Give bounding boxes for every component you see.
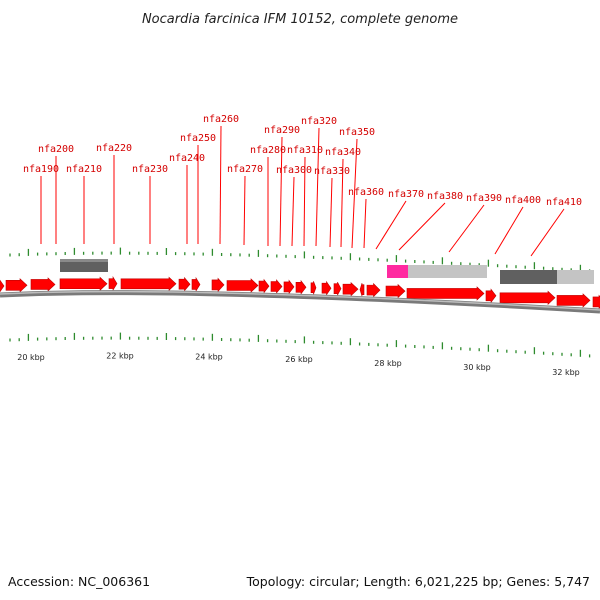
gene-label: nfa220 xyxy=(96,143,132,154)
scale-label: 28 kbp xyxy=(374,359,402,368)
leader-line xyxy=(398,202,446,251)
gene-arrow xyxy=(178,276,191,292)
gene-arrow xyxy=(226,278,259,293)
feature-block-pink xyxy=(387,265,408,278)
leader-line xyxy=(494,206,524,255)
leader-line xyxy=(375,200,407,250)
gene-arrow xyxy=(385,283,406,299)
leader-line xyxy=(448,204,485,253)
gene-label: nfa300 xyxy=(276,165,312,176)
feature-block-dark-2 xyxy=(500,270,557,284)
gene-leader-lines xyxy=(40,125,565,257)
feature-block-light xyxy=(387,265,487,278)
gene-label: nfa200 xyxy=(38,144,74,155)
gene-label: nfa190 xyxy=(23,164,59,175)
gene-arrow xyxy=(108,276,118,292)
gene-label: nfa370 xyxy=(388,189,424,200)
gene-arrow xyxy=(283,279,295,295)
feature-blocks xyxy=(60,259,594,284)
gene-arrow xyxy=(191,276,201,292)
scale-label: 24 kbp xyxy=(195,353,223,362)
gene-label: nfa280 xyxy=(250,145,286,156)
scale-label: 32 kbp xyxy=(552,368,580,377)
leader-line xyxy=(303,156,306,247)
gene-arrow xyxy=(295,279,307,295)
gene-label: nfa240 xyxy=(169,153,205,164)
upper-tick-marks xyxy=(9,247,591,273)
gene-arrow xyxy=(310,281,317,295)
gene-arrow xyxy=(30,277,56,292)
leader-line xyxy=(279,136,283,247)
gene-arrows xyxy=(0,276,600,310)
gene-label: nfa210 xyxy=(66,164,102,175)
scale-label: 30 kbp xyxy=(463,363,491,372)
gene-label: nfa270 xyxy=(227,164,263,175)
gene-label: nfa410 xyxy=(546,197,582,208)
backbone-highlight xyxy=(0,290,600,311)
gene-arrow xyxy=(366,282,381,298)
gene-label: nfa350 xyxy=(339,127,375,138)
gene-arrow xyxy=(485,288,497,304)
gene-arrow xyxy=(0,279,5,293)
gene-arrow xyxy=(321,280,332,296)
leader-line xyxy=(340,158,344,248)
gene-arrow xyxy=(406,286,485,301)
gene-label: nfa360 xyxy=(348,187,384,198)
gene-label: nfa330 xyxy=(314,166,350,177)
gene-arrow xyxy=(5,278,28,293)
feature-block-dark xyxy=(60,259,108,272)
gene-arrow xyxy=(592,294,600,310)
gene-label: nfa380 xyxy=(427,191,463,202)
accession-text: Accession: NC_006361 xyxy=(8,574,150,589)
genome-backbone xyxy=(0,290,600,314)
gene-label: nfa250 xyxy=(180,133,216,144)
gene-label: nfa260 xyxy=(203,114,239,125)
gene-arrow xyxy=(59,276,108,291)
leader-line xyxy=(351,138,358,249)
leader-line xyxy=(243,175,246,246)
gene-label: nfa310 xyxy=(287,145,323,156)
gene-arrow xyxy=(333,282,342,296)
gene-arrow xyxy=(342,281,359,297)
leader-line xyxy=(530,208,565,257)
leader-line xyxy=(291,176,295,247)
leader-line xyxy=(219,125,222,245)
gene-arrow xyxy=(211,277,225,293)
leader-line xyxy=(329,177,333,248)
gene-arrow xyxy=(499,290,556,305)
scale-label: 20 kbp xyxy=(17,353,45,362)
scale-label: 22 kbp xyxy=(106,352,134,361)
gene-arrow xyxy=(120,276,177,291)
gene-label: nfa320 xyxy=(301,116,337,127)
leader-line xyxy=(363,198,367,249)
gene-label: nfa390 xyxy=(466,193,502,204)
scale-tick-marks xyxy=(9,332,591,358)
gene-label: nfa340 xyxy=(325,147,361,158)
gene-arrow xyxy=(556,293,591,308)
feature-block-dark-shade xyxy=(60,259,108,262)
backbone-outer xyxy=(0,290,600,314)
gene-arrow xyxy=(359,283,365,297)
scale-labels: 20 kbp 22 kbp 24 kbp 26 kbp 28 kbp 30 kbp 32 k… xyxy=(17,352,580,377)
gene-label: nfa290 xyxy=(264,125,300,136)
scale-label: 26 kbp xyxy=(285,355,313,364)
topology-summary-text: Topology: circular; Length: 6,021,225 bp… xyxy=(246,574,590,589)
gene-arrow xyxy=(258,278,270,294)
leader-line xyxy=(315,127,320,247)
map-title: Nocardia farcinica IFM 10152, complete g… xyxy=(142,12,458,27)
gene-label: nfa400 xyxy=(505,195,541,206)
gene-arrow xyxy=(270,279,283,294)
gene-label: nfa230 xyxy=(132,164,168,175)
